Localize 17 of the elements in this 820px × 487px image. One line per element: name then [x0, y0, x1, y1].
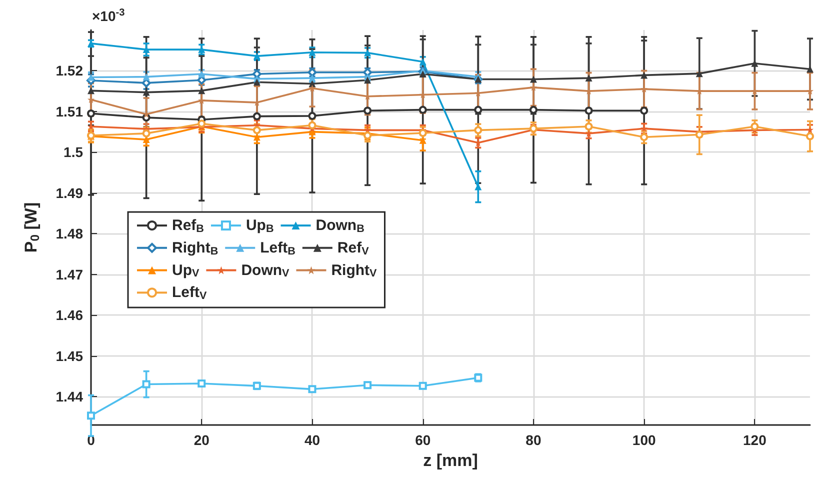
- y-tick-label: 1.46: [56, 307, 84, 324]
- x-tick-label: 40: [304, 432, 320, 448]
- y-tick-label: 1.51: [56, 103, 84, 120]
- x-tick-label: 60: [415, 432, 431, 448]
- x-axis-title: z [mm]: [423, 450, 478, 470]
- y-tick-label: 1.45: [56, 348, 84, 364]
- y-tick-label: 1.49: [56, 184, 84, 201]
- y-axis-title: P0 [W]: [22, 202, 42, 253]
- y-tick-label: 1.48: [56, 226, 84, 242]
- y-tick-label: 1.47: [56, 266, 84, 282]
- x-tick-label: 100: [632, 432, 656, 448]
- x-tick-label: 120: [743, 432, 767, 448]
- y-tick-label: 1.5: [64, 144, 84, 160]
- y-tick-label: 1.52: [56, 62, 84, 79]
- x-tick-label: 80: [526, 432, 542, 448]
- x-tick-label: 20: [194, 432, 210, 448]
- y-tick-label: 1.44: [56, 388, 84, 404]
